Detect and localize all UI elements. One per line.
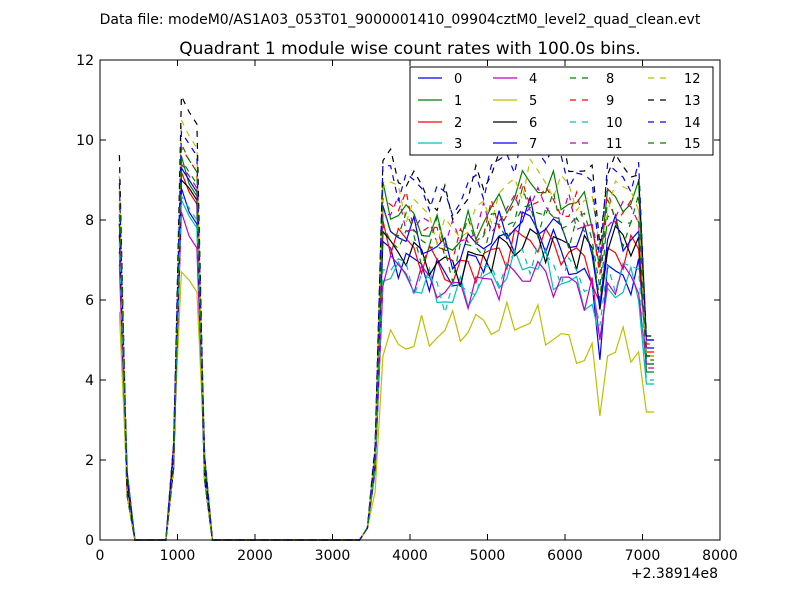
series-line-6 (118, 178, 655, 541)
legend-label-15: 15 (684, 137, 701, 152)
legend-label-7: 7 (529, 137, 537, 152)
x-tick-label: 5000 (470, 548, 506, 564)
legend-label-13: 13 (684, 94, 701, 109)
series-line-8 (118, 158, 655, 541)
y-tick-label: 0 (85, 533, 94, 549)
y-tick-label: 8 (85, 213, 94, 229)
legend-label-10: 10 (606, 116, 623, 131)
x-tick-label: 2000 (237, 548, 273, 564)
chart-suptitle: Data file: modeM0/AS1A03_053T01_90000014… (100, 12, 701, 28)
y-tick-label: 2 (85, 453, 94, 469)
legend-label-11: 11 (606, 137, 623, 152)
y-tick-label: 12 (76, 53, 94, 69)
legend-label-12: 12 (684, 72, 701, 87)
legend-label-0: 0 (454, 72, 462, 87)
series-line-14 (118, 130, 655, 541)
y-tick-label: 10 (76, 133, 94, 149)
legend-label-1: 1 (454, 94, 462, 109)
x-tick-label: 1000 (160, 548, 196, 564)
ticks-layer: 0 1000 2000 3000 4000 5000 6000 7000 80000246810… (76, 53, 738, 564)
legend-label-4: 4 (529, 72, 537, 87)
x-tick-label: 6000 (547, 548, 583, 564)
series-line-12 (118, 119, 655, 541)
y-tick-label: 4 (85, 373, 94, 389)
legend-label-9: 9 (606, 94, 614, 109)
series-layer (118, 95, 655, 541)
legend-label-2: 2 (454, 116, 462, 131)
legend-label-6: 6 (529, 116, 537, 131)
x-tick-label: 7000 (625, 548, 661, 564)
x-tick-label: 8000 (702, 548, 738, 564)
series-line-15 (118, 143, 655, 541)
x-tick-label: 0 (96, 548, 105, 564)
x-tick-label: 3000 (315, 548, 351, 564)
y-tick-label: 6 (85, 293, 94, 309)
chart-title: Quadrant 1 module wise count rates with … (179, 39, 640, 59)
legend-label-14: 14 (684, 116, 701, 131)
x-offset-label: +2.38914e8 (631, 566, 718, 582)
x-tick-label: 4000 (392, 548, 428, 564)
legend-frame (409, 66, 714, 156)
legend-label-8: 8 (606, 72, 614, 87)
legend-label-3: 3 (454, 137, 462, 152)
legend-label-5: 5 (529, 94, 537, 109)
